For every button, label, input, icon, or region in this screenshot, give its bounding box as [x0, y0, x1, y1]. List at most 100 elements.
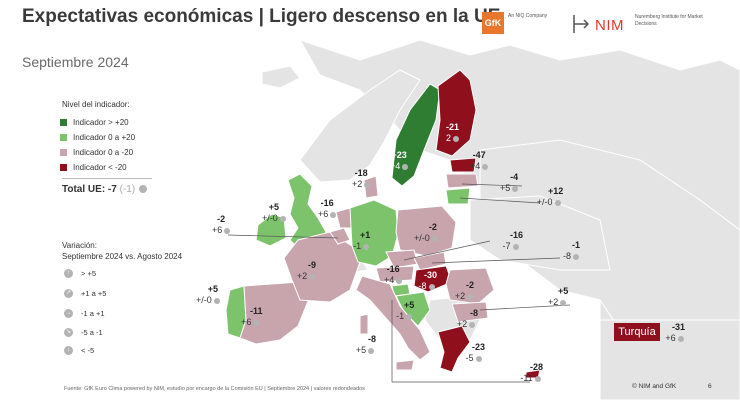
variation-item: ↗ +1 a +5 [64, 289, 107, 298]
page-title: Expectativas económicas | Ligero descens… [22, 6, 501, 27]
legend-divider [62, 178, 152, 179]
gfk-logo: GfK [482, 12, 504, 34]
country-bulgaria [451, 301, 489, 323]
label-greece: -23 -5 [465, 342, 486, 363]
country-finland [435, 69, 477, 157]
arrow-down-icon [512, 243, 519, 250]
label-netherlands: -16 +6 [318, 198, 337, 220]
country-hungary [413, 265, 453, 293]
turkey-label-box: Turquía [614, 323, 660, 341]
label-turkey: -31 +6 [665, 322, 686, 343]
label-cyprus: -28 -11 [520, 362, 544, 383]
country-lithuania [445, 187, 471, 205]
variation-item: → -1 a +1 [64, 309, 105, 318]
arrow-down-icon [573, 253, 580, 260]
arrow-right-icon [139, 185, 148, 194]
leader-line-lithuania [459, 197, 541, 204]
arrow-up-icon [253, 319, 260, 326]
arrow-right-icon: → [64, 309, 73, 318]
arrow-down-icon [428, 283, 435, 290]
country-austria [375, 265, 415, 283]
label-slovakia: -1 -8 [563, 240, 581, 261]
eu-total: Total UE: -7 (-1) [62, 184, 148, 195]
legend-swatch-dark-red [60, 164, 67, 171]
nim-logo-icon [573, 15, 590, 33]
leader-line-bulgaria [479, 304, 571, 311]
arrow-right-icon [431, 235, 438, 242]
country-sweden [391, 83, 441, 187]
arrow-up-right-icon [309, 273, 316, 280]
copyright: © NIM and GfK [632, 383, 677, 390]
label-latvia: -4 +5 [500, 172, 519, 193]
label-austria: -16 +4 [384, 264, 403, 286]
arrow-down-icon [534, 375, 541, 382]
map-background-iceland [261, 65, 301, 89]
country-belgium [329, 227, 351, 245]
arrow-up-right-icon [560, 299, 567, 306]
label-hungary: -30 -8 [418, 270, 438, 291]
arrow-right-icon [279, 215, 286, 222]
legend-item-very-negative: Indicador < -20 [60, 163, 127, 172]
arrow-up-right-icon: ↗ [64, 289, 73, 298]
country-netherlands [335, 207, 353, 229]
leader-line-belgium [227, 234, 339, 239]
country-sardinia [359, 313, 369, 335]
arrow-up-right-icon [512, 185, 519, 192]
label-belgium: -2 +6 [212, 214, 231, 236]
country-italy [355, 275, 431, 361]
legend-item-very-positive: Indicador > +20 [60, 118, 129, 127]
country-slovakia [413, 251, 447, 271]
country-denmark [363, 175, 379, 199]
label-lithuania: +12 +/-0 [536, 186, 564, 207]
label-slovenia: +5 -1 [396, 300, 415, 321]
variation-item: ↓ < -5 [64, 346, 94, 355]
arrow-up-icon [677, 335, 684, 342]
source-footnote: Fuente: GfK Euro Clima powered by NIM, e… [64, 386, 365, 392]
label-france: -9 +2 [296, 260, 317, 281]
legend-swatch-pink [60, 149, 67, 156]
arrow-up-icon [330, 211, 337, 218]
label-sweden: +23 +4 [390, 150, 409, 171]
label-croatia: -8 +2 [456, 308, 479, 329]
page-number: 6 [708, 383, 712, 390]
leader-line-czechia [403, 240, 491, 261]
label-poland: -2 +/-0 [414, 222, 438, 243]
country-greece [437, 325, 471, 373]
label-germany: +1 -1 [353, 230, 371, 251]
country-latvia [445, 173, 479, 189]
arrow-right-icon [213, 297, 220, 304]
arrow-up-icon: ↑ [64, 269, 73, 278]
arrow-up-right-icon [364, 181, 371, 188]
country-ireland [255, 213, 287, 247]
label-ireland: +5 +/-0 [196, 284, 220, 305]
map-background-belarus-ukraine [469, 195, 611, 271]
arrow-up-right-icon [467, 293, 474, 300]
legend-swatch-light-green [60, 134, 67, 141]
map-background-norway [299, 69, 421, 183]
date-subtitle: Septiembre 2024 [22, 54, 129, 70]
arrow-up-right-icon [368, 347, 375, 354]
leader-line-latvia [461, 183, 523, 187]
label-bulgaria: +5 +2 [548, 286, 569, 307]
legend-title: Nivel del indicador: [62, 100, 130, 109]
arrow-up-right-icon [396, 277, 403, 284]
country-sicily [395, 359, 415, 371]
variation-item: ↘ -5 a -1 [64, 328, 103, 337]
label-romania: -2 +2 [454, 280, 475, 301]
legend-swatch-dark-green [60, 119, 67, 126]
variation-title: Variación: Septiembre 2024 vs. Agosto 202… [62, 241, 183, 261]
legend-item-negative: Indicador 0 a -20 [60, 148, 133, 157]
arrow-up-right-icon [469, 321, 476, 328]
arrow-down-right-icon [475, 355, 482, 362]
arrow-right-icon [406, 313, 413, 320]
arrow-down-right-icon: ↘ [64, 328, 73, 337]
arrow-up-icon [224, 227, 231, 234]
nim-logo: NIM [595, 17, 624, 34]
arrow-up-right-icon [482, 163, 489, 170]
label-finland: -21 2 [446, 122, 460, 143]
label-denmark: -18 +2 [352, 168, 371, 190]
gfk-logo-subtitle: An NIQ Company [508, 13, 548, 19]
label-uk: +5 +/-0 [262, 202, 286, 224]
arrow-down-icon: ↓ [64, 346, 73, 355]
